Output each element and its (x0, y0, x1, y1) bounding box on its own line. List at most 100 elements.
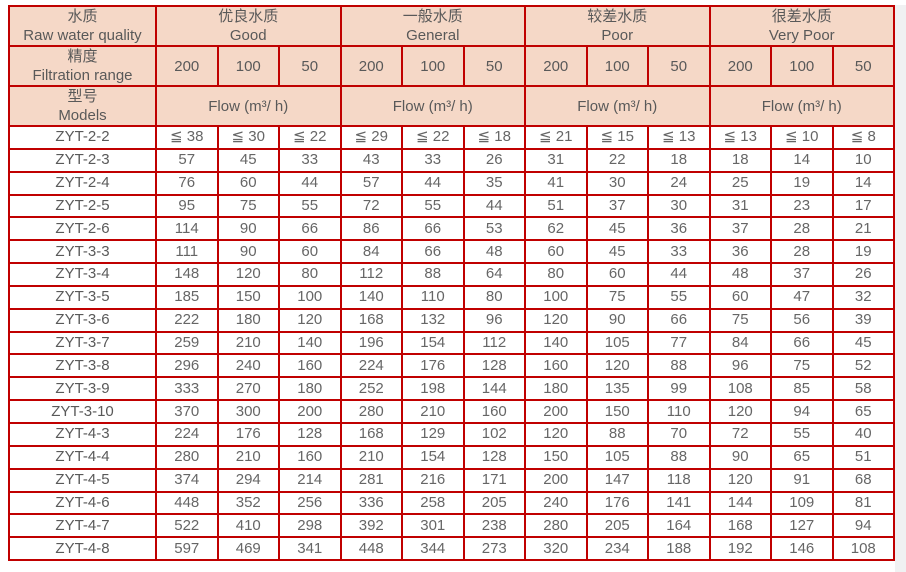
flow-value-cell: 35 (462, 170, 526, 196)
flow-value-cell: 91 (770, 467, 834, 493)
flow-value-cell: 90 (216, 216, 280, 242)
model-cell: ZYT-3-10 (8, 399, 157, 424)
flow-value-cell: 95 (155, 193, 219, 219)
flow-value-cell: 176 (585, 490, 649, 516)
flow-value-cell: 200 (524, 399, 588, 424)
flow-value-cell: 280 (155, 444, 219, 470)
flow-value-cell: 176 (401, 353, 465, 379)
flow-value-cell: 55 (647, 284, 711, 310)
flow-value-cell: 41 (524, 170, 588, 196)
flow-value-cell: 448 (339, 536, 403, 562)
flow-value-cell: 51 (831, 444, 895, 470)
flow-value-cell: 224 (155, 421, 219, 447)
flow-value-cell: 81 (831, 490, 895, 516)
model-cell: ZYT-2-5 (8, 193, 157, 219)
table-row: ZYT-4-6 448 352 256 336 258 205 240 176 141 144 109… (8, 490, 895, 516)
model-cell: ZYT-4-4 (8, 444, 157, 470)
flow-value-cell: 200 (278, 399, 342, 424)
flow-value-cell: 240 (216, 353, 280, 379)
flow-value-cell: 296 (155, 353, 219, 379)
flow-value-cell: 53 (462, 216, 526, 242)
flow-value-cell: 270 (216, 376, 280, 402)
flow-value-cell: 37 (708, 216, 772, 242)
flow-value-cell: 19 (831, 239, 895, 265)
flow-value-cell: 31 (708, 193, 772, 219)
quality-group-good: 优良水质 Good (155, 5, 342, 47)
flow-value-cell: 96 (462, 307, 526, 333)
flow-value-cell: 88 (647, 444, 711, 470)
flow-value-cell: 216 (401, 467, 465, 493)
flow-value-cell: 140 (524, 330, 588, 356)
flow-value-cell: 85 (770, 376, 834, 402)
flow-value-cell: 210 (339, 444, 403, 470)
flow-value-cell: 188 (647, 536, 711, 562)
flow-value-cell: 352 (216, 490, 280, 516)
flow-value-cell: 171 (462, 467, 526, 493)
flow-value-cell: 33 (647, 239, 711, 265)
flow-value-cell: 160 (462, 399, 526, 424)
flow-value-cell: 294 (216, 467, 280, 493)
filtration-value-cell: 100 (585, 45, 649, 87)
model-cell: ZYT-3-5 (8, 284, 157, 310)
flow-value-cell: 224 (339, 353, 403, 379)
flow-value-cell: 58 (831, 376, 895, 402)
flow-value-cell: 45 (831, 330, 895, 356)
flow-value-cell: 60 (708, 284, 772, 310)
flow-value-cell: 259 (155, 330, 219, 356)
flow-value-cell: 298 (278, 513, 342, 539)
flow-value-cell: 102 (462, 421, 526, 447)
table-row: ZYT-3-7 259 210 140 196 154 112 140 105 77 84 66 45 (8, 330, 895, 356)
table-row: ZYT-4-3 224 176 128 168 129 102 120 88 70 72 55 40 (8, 421, 895, 447)
flow-value-cell: 214 (278, 467, 342, 493)
flow-capacity-table: 水质 Raw water quality 优良水质 Good 一般水质 Gene… (8, 5, 895, 562)
filtration-value-cell: 200 (524, 45, 588, 87)
flow-value-cell: ≦ 18 (462, 125, 526, 150)
flow-value-cell: 47 (770, 284, 834, 310)
flow-value-cell: 56 (770, 307, 834, 333)
flow-value-cell: 72 (708, 421, 772, 447)
flow-value-cell: 129 (401, 421, 465, 447)
quality-very-poor-en: Very Poor (768, 27, 835, 44)
flow-value-cell: 168 (339, 307, 403, 333)
flow-value-cell: 469 (216, 536, 280, 562)
model-cell: ZYT-4-8 (8, 536, 157, 562)
flow-value-cell: 118 (647, 467, 711, 493)
flow-value-cell: 30 (585, 170, 649, 196)
flow-value-cell: 238 (462, 513, 526, 539)
flow-value-cell: 132 (401, 307, 465, 333)
flow-value-cell: 120 (708, 467, 772, 493)
table-row: ZYT-4-8 597 469 341 448 344 273 320 234 188 192 146… (8, 536, 895, 562)
model-cell: ZYT-3-4 (8, 262, 157, 287)
flow-value-cell: 26 (462, 147, 526, 173)
flow-value-cell: 198 (401, 376, 465, 402)
flow-value-cell: 44 (401, 170, 465, 196)
flow-value-cell: 160 (524, 353, 588, 379)
quality-good-en: Good (229, 27, 267, 44)
flow-value-cell: 341 (278, 536, 342, 562)
flow-value-cell: 192 (708, 536, 772, 562)
filtration-value-cell: 50 (278, 45, 342, 87)
flow-value-cell: 36 (708, 239, 772, 265)
flow-value-cell: 22 (585, 147, 649, 173)
flow-value-cell: 100 (278, 284, 342, 310)
quality-group-general: 一般水质 General (339, 5, 526, 47)
model-cell: ZYT-3-8 (8, 353, 157, 379)
filtration-value-cell: 200 (339, 45, 403, 87)
flow-value-cell: 147 (585, 467, 649, 493)
table-header: 水质 Raw water quality 优良水质 Good 一般水质 Gene… (8, 5, 895, 127)
flow-value-cell: 90 (708, 444, 772, 470)
flow-value-cell: 180 (216, 307, 280, 333)
filtration-value-cell: 200 (708, 45, 772, 87)
flow-value-cell: 21 (831, 216, 895, 242)
flow-value-cell: 141 (647, 490, 711, 516)
flow-value-cell: 144 (708, 490, 772, 516)
flow-value-cell: 94 (770, 399, 834, 424)
flow-value-cell: ≦ 13 (647, 125, 711, 150)
flow-value-cell: 180 (278, 376, 342, 402)
flow-value-cell: 120 (524, 307, 588, 333)
flow-value-cell: 77 (647, 330, 711, 356)
flow-value-cell: 80 (462, 284, 526, 310)
flow-value-cell: 108 (831, 536, 895, 562)
flow-value-cell: 333 (155, 376, 219, 402)
quality-general-en: General (406, 27, 460, 44)
